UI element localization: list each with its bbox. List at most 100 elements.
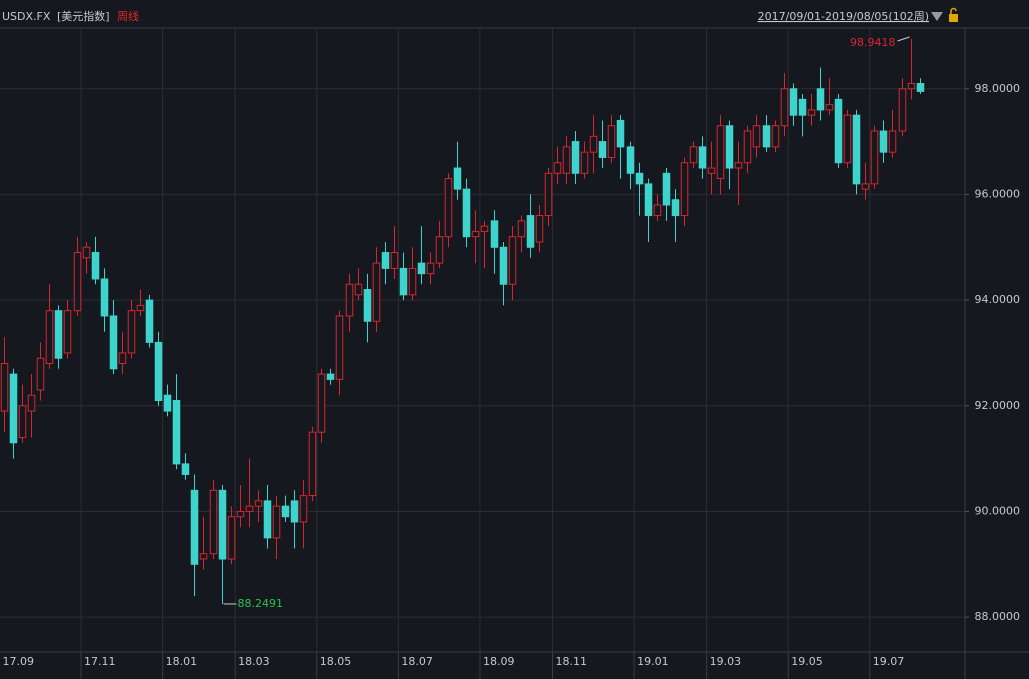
candle-body xyxy=(36,357,45,391)
candle-body xyxy=(363,289,372,322)
candle-body xyxy=(544,172,553,217)
candle-body xyxy=(272,505,281,539)
x-tick-label: 17.11 xyxy=(84,655,116,668)
range-dropdown[interactable] xyxy=(931,12,943,21)
x-tick-label: 18.05 xyxy=(320,655,352,668)
candle-body xyxy=(372,262,381,322)
candle-body xyxy=(63,310,72,354)
y-tick-label: 92.0000 xyxy=(975,399,1021,412)
candle-body xyxy=(762,125,771,148)
date-range[interactable]: 2017/09/01-2019/08/05(102周) xyxy=(758,10,929,23)
period[interactable]: 周线 xyxy=(117,9,139,23)
candle-body xyxy=(852,114,861,185)
candle-body xyxy=(145,299,154,343)
candle-body xyxy=(254,500,263,507)
y-tick-label: 88.0000 xyxy=(975,610,1021,623)
candle-body xyxy=(209,489,218,555)
x-tick-label: 19.05 xyxy=(791,655,823,668)
candle-body xyxy=(834,98,843,164)
symbol: USDX.FX xyxy=(2,10,51,23)
candle-body xyxy=(698,146,707,169)
candle-body xyxy=(680,162,689,217)
x-tick-label: 19.01 xyxy=(637,655,669,668)
candle-body xyxy=(245,505,254,512)
candle-body xyxy=(218,489,227,560)
candle-body xyxy=(888,130,897,153)
candle-body xyxy=(798,98,807,116)
candle-body xyxy=(290,500,299,523)
annotation: 98.9418 xyxy=(850,36,896,49)
candle-body xyxy=(907,82,916,90)
x-tick-label: 18.09 xyxy=(483,655,515,668)
candle-body xyxy=(916,82,925,92)
candle-body xyxy=(752,125,761,148)
candle-body xyxy=(326,373,335,380)
candle-body xyxy=(816,88,825,111)
candle-body xyxy=(734,162,743,169)
candle-body xyxy=(671,199,680,217)
candle-body xyxy=(535,215,544,243)
candle-body xyxy=(172,399,181,465)
candle-body xyxy=(399,267,408,296)
candle-body xyxy=(471,230,480,238)
candle-body xyxy=(236,510,245,518)
candle-body xyxy=(843,114,852,164)
candle-body xyxy=(199,553,208,560)
candle-body xyxy=(0,363,9,412)
candle-body xyxy=(73,252,82,312)
candle-body xyxy=(607,125,616,158)
candle-body xyxy=(480,225,489,232)
candle-body xyxy=(45,310,54,365)
candle-body xyxy=(870,130,879,185)
candle-body xyxy=(462,188,471,238)
candle-body xyxy=(771,125,780,148)
candle-body xyxy=(118,352,127,365)
candle-body xyxy=(444,178,453,238)
candle-body xyxy=(780,88,789,127)
candle-body xyxy=(335,315,344,380)
candle-body xyxy=(825,104,834,111)
candle-body xyxy=(181,463,190,475)
candle-body xyxy=(163,394,172,412)
y-tick-label: 90.0000 xyxy=(975,504,1021,517)
candle-body xyxy=(689,146,698,164)
x-tick-label: 18.03 xyxy=(238,655,270,668)
candle-body xyxy=(508,236,517,285)
candle-body xyxy=(725,125,734,169)
candle-body xyxy=(136,304,145,312)
lock-icon[interactable] xyxy=(949,7,958,23)
candle-body xyxy=(571,141,580,174)
candle-body xyxy=(381,252,390,269)
candle-body xyxy=(91,252,100,280)
candle-body xyxy=(707,167,716,174)
candle-body xyxy=(517,220,526,238)
candle-body xyxy=(807,109,816,116)
candle-body xyxy=(879,130,888,153)
candle-body xyxy=(263,500,272,539)
candle-body xyxy=(453,167,462,190)
candle-body xyxy=(553,162,562,174)
y-tick-label: 94.0000 xyxy=(975,293,1021,306)
y-tick-label: 96.0000 xyxy=(975,187,1021,200)
candle-body xyxy=(154,341,163,401)
candle-body xyxy=(100,278,109,317)
candle-body xyxy=(580,151,589,174)
candle-body xyxy=(598,141,607,158)
candle-body xyxy=(426,262,435,275)
candle-body xyxy=(390,252,399,269)
candle-body xyxy=(898,88,907,132)
candle-body xyxy=(716,125,725,180)
candle-body xyxy=(417,262,426,275)
x-tick-label: 17.09 xyxy=(2,655,34,668)
candle-body xyxy=(526,215,535,248)
candle-body xyxy=(408,267,417,296)
x-tick-label: 18.01 xyxy=(166,655,198,668)
candle-body xyxy=(281,505,290,518)
candle-body xyxy=(789,88,798,116)
candle-body xyxy=(354,283,363,296)
candle-body xyxy=(345,283,354,317)
candle-body xyxy=(562,146,571,174)
candle-body xyxy=(127,310,136,354)
